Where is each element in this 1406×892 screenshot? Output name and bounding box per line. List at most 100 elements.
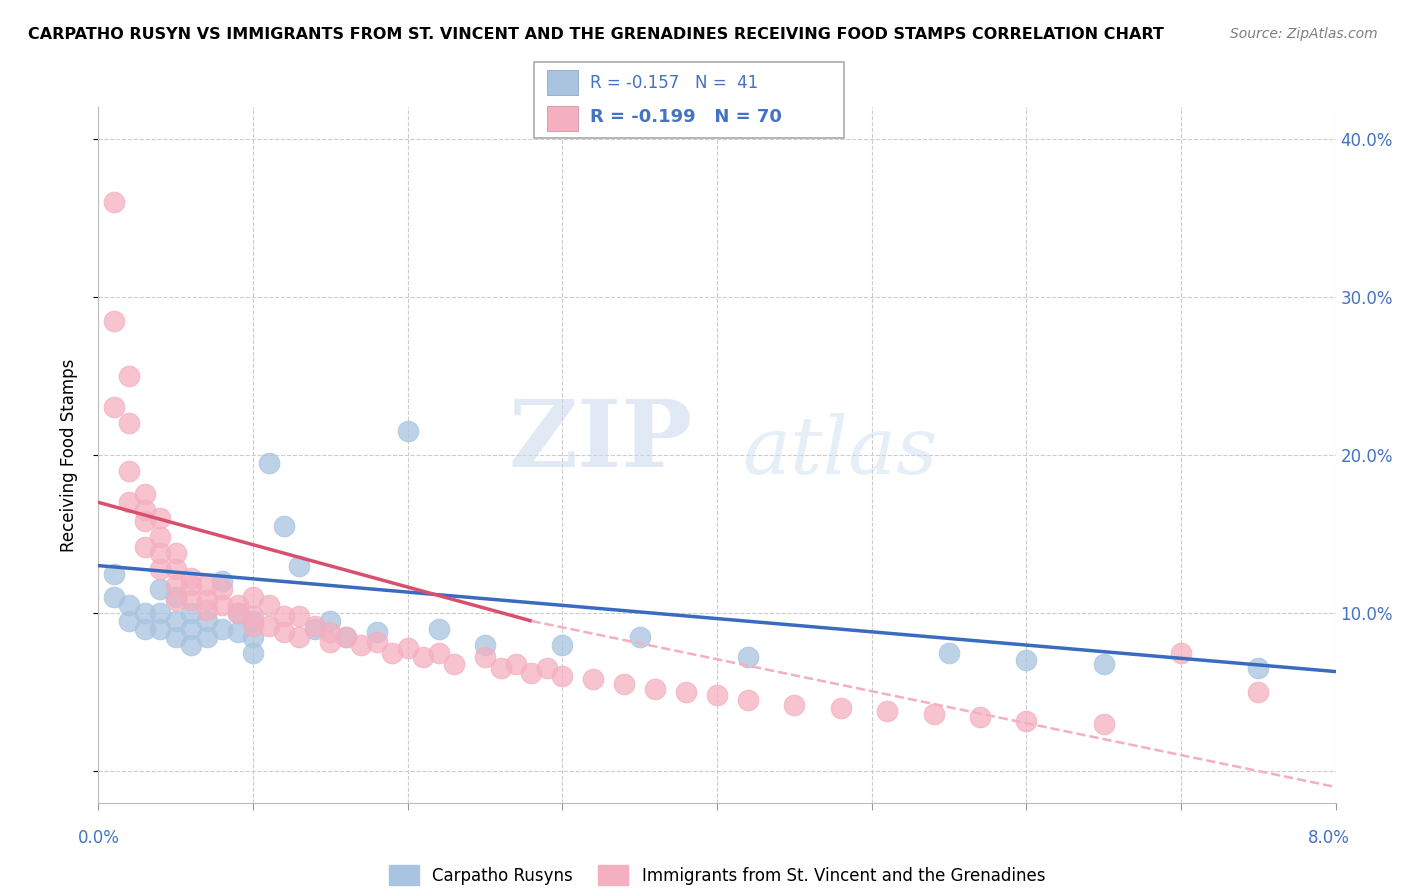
Bar	[547, 105, 578, 130]
Point	[1092, 716, 1115, 731]
Point	[969, 710, 991, 724]
Point	[304, 618, 326, 632]
Point	[242, 609, 264, 624]
Point	[180, 577, 202, 591]
Point	[165, 593, 187, 607]
Point	[211, 598, 233, 612]
Point	[165, 577, 187, 591]
Point	[165, 614, 187, 628]
Point	[180, 571, 202, 585]
Point	[118, 464, 141, 478]
Point	[737, 650, 759, 665]
Point	[195, 614, 218, 628]
Text: R = -0.199   N = 70: R = -0.199 N = 70	[591, 109, 782, 127]
Text: ZIP: ZIP	[508, 396, 692, 486]
Point	[582, 673, 605, 687]
Point	[273, 609, 295, 624]
Point	[536, 661, 558, 675]
Point	[427, 646, 450, 660]
Point	[118, 417, 141, 431]
Point	[149, 530, 172, 544]
Point	[103, 591, 125, 605]
Point	[273, 625, 295, 640]
Point	[350, 638, 373, 652]
Point	[195, 577, 218, 591]
Point	[1015, 714, 1038, 728]
Point	[257, 618, 280, 632]
Point	[319, 634, 342, 648]
Point	[180, 638, 202, 652]
Point	[1247, 685, 1270, 699]
Point	[474, 650, 496, 665]
Point	[118, 598, 141, 612]
Point	[149, 606, 172, 620]
Point	[180, 606, 202, 620]
Text: 8.0%: 8.0%	[1308, 829, 1350, 847]
Point	[876, 704, 898, 718]
Point	[706, 688, 728, 702]
Point	[273, 519, 295, 533]
Point	[288, 630, 311, 644]
Point	[366, 625, 388, 640]
Point	[118, 614, 141, 628]
Point	[242, 614, 264, 628]
Point	[830, 701, 852, 715]
Point	[226, 598, 249, 612]
Point	[396, 424, 419, 438]
Point	[242, 630, 264, 644]
Point	[134, 606, 156, 620]
Point	[165, 630, 187, 644]
Point	[226, 625, 249, 640]
Point	[335, 630, 357, 644]
Point	[381, 646, 404, 660]
Point	[149, 582, 172, 597]
Y-axis label: Receiving Food Stamps: Receiving Food Stamps	[59, 359, 77, 551]
Point	[134, 487, 156, 501]
Point	[118, 495, 141, 509]
Point	[149, 511, 172, 525]
Point	[134, 540, 156, 554]
Legend: Carpatho Rusyns, Immigrants from St. Vincent and the Grenadines: Carpatho Rusyns, Immigrants from St. Vin…	[382, 858, 1052, 892]
Point	[165, 546, 187, 560]
Point	[644, 681, 666, 696]
Point	[211, 582, 233, 597]
Text: 0.0%: 0.0%	[77, 829, 120, 847]
Point	[288, 609, 311, 624]
Point	[149, 562, 172, 576]
Point	[1015, 653, 1038, 667]
Point	[1170, 646, 1192, 660]
Point	[520, 666, 543, 681]
Point	[551, 638, 574, 652]
Point	[149, 546, 172, 560]
Point	[319, 614, 342, 628]
Point	[211, 622, 233, 636]
Point	[103, 313, 125, 327]
Point	[242, 591, 264, 605]
Point	[242, 646, 264, 660]
Point	[613, 677, 636, 691]
Text: R = -0.157   N =  41: R = -0.157 N = 41	[591, 73, 758, 92]
Point	[103, 566, 125, 581]
Text: atlas: atlas	[742, 413, 938, 491]
Point	[257, 598, 280, 612]
Point	[288, 558, 311, 573]
Point	[195, 603, 218, 617]
Point	[304, 622, 326, 636]
Point	[103, 194, 125, 209]
Point	[427, 622, 450, 636]
Point	[335, 630, 357, 644]
Point	[783, 698, 806, 712]
Point	[922, 707, 945, 722]
Point	[474, 638, 496, 652]
Point	[195, 593, 218, 607]
Point	[134, 503, 156, 517]
Point	[226, 606, 249, 620]
Point	[226, 606, 249, 620]
Point	[675, 685, 697, 699]
Point	[489, 661, 512, 675]
Bar	[547, 70, 578, 95]
FancyBboxPatch shape	[534, 62, 844, 138]
Point	[134, 514, 156, 528]
Point	[134, 622, 156, 636]
Point	[180, 593, 202, 607]
